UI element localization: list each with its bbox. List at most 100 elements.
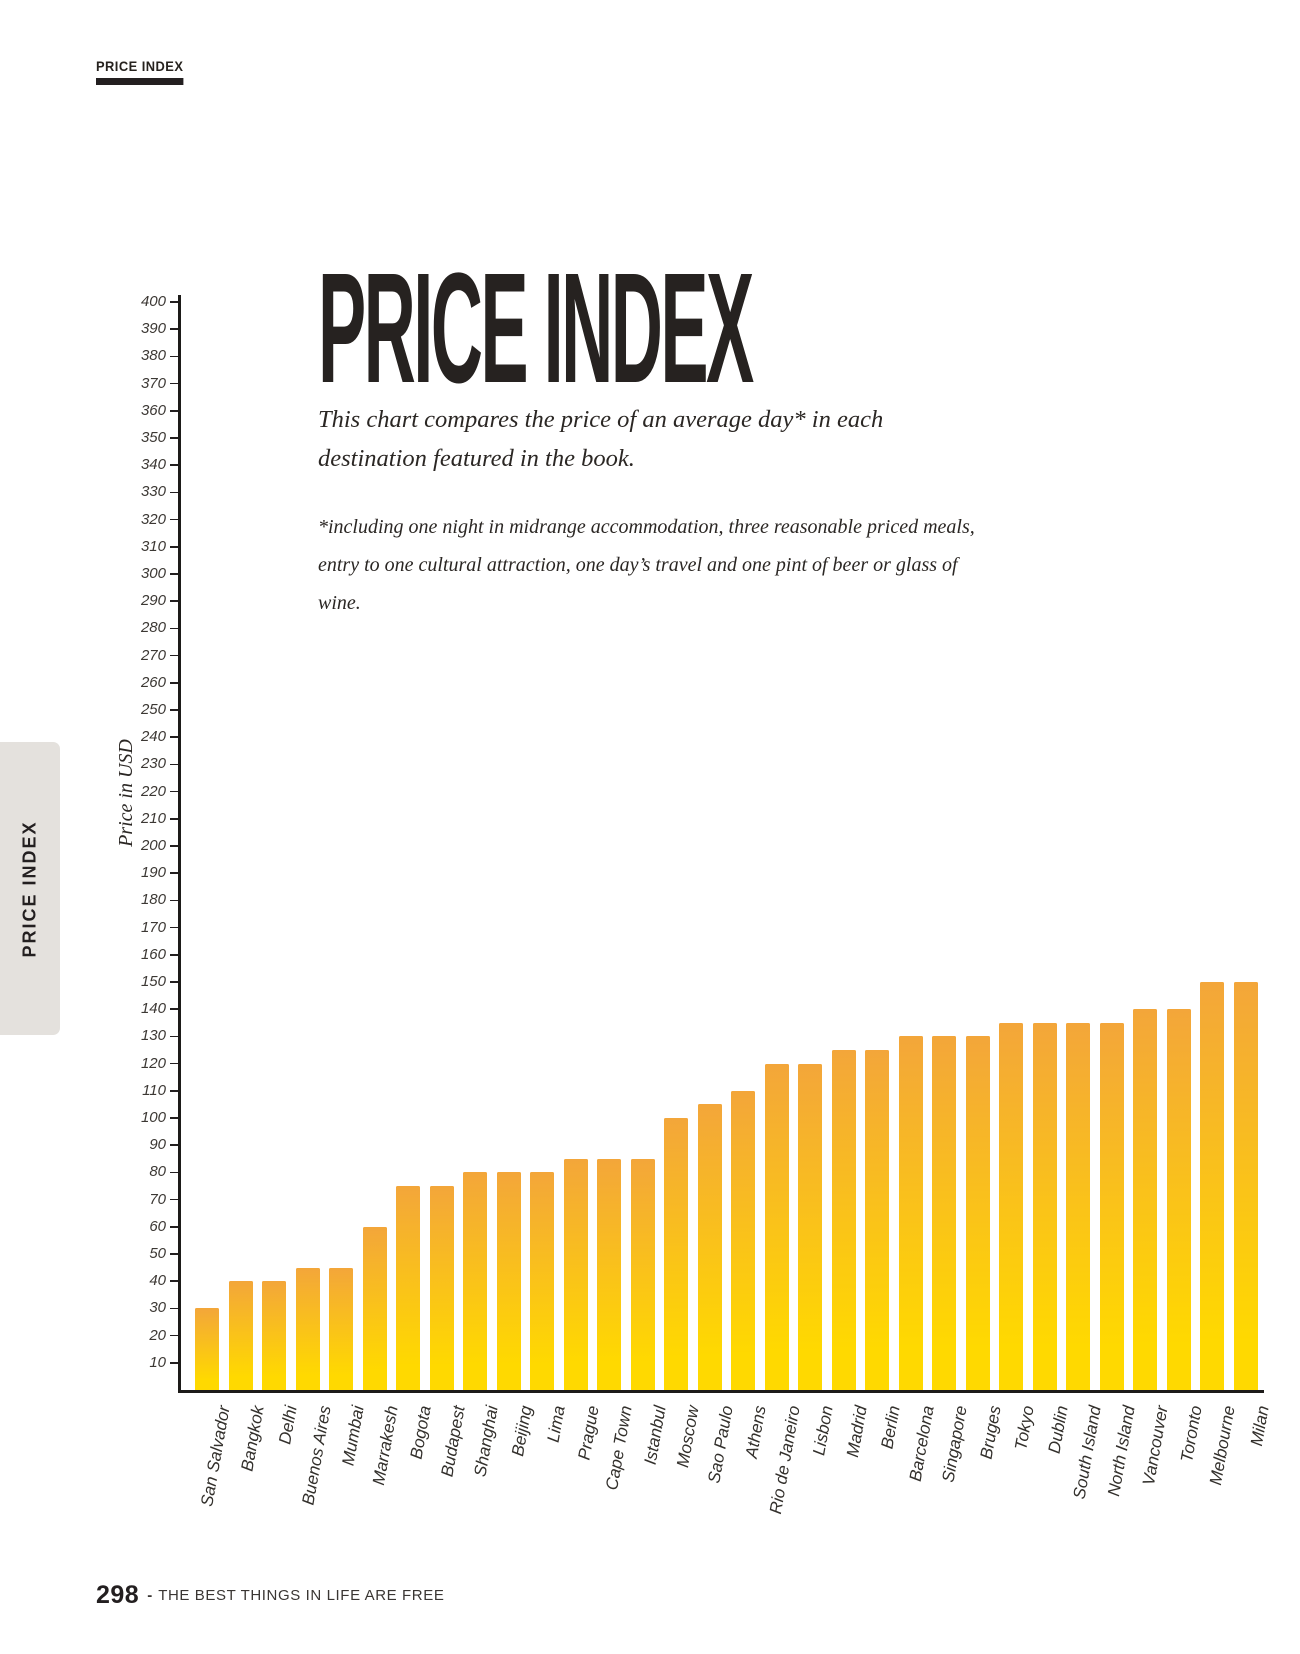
bar-beijing — [496, 1172, 521, 1390]
y-tick-label-60: 60 — [149, 1217, 166, 1235]
y-tick-label-70: 70 — [149, 1190, 166, 1208]
bar-shanghai — [463, 1172, 487, 1390]
y-tick-370 — [170, 382, 178, 385]
running-header-label: PRICE INDEX — [96, 58, 184, 74]
y-tick-100 — [170, 1117, 178, 1119]
page-number: 298 — [96, 1581, 140, 1609]
bar-north-island — [1099, 1022, 1124, 1390]
y-tick-label-190: 190 — [140, 864, 166, 882]
y-tick-340 — [170, 464, 178, 467]
y-tick-80 — [170, 1171, 178, 1174]
y-tick-label-180: 180 — [140, 891, 166, 909]
y-tick-label-10: 10 — [149, 1353, 166, 1371]
bar-moscow — [664, 1118, 688, 1390]
y-tick-50 — [170, 1253, 178, 1255]
y-tick-140 — [170, 1008, 178, 1011]
bar-marrakesh — [362, 1226, 387, 1390]
y-tick-360 — [170, 410, 178, 412]
y-tick-190 — [170, 872, 178, 875]
y-tick-label-40: 40 — [149, 1272, 166, 1290]
y-tick-label-50: 50 — [149, 1245, 166, 1262]
y-tick-label-330: 330 — [140, 483, 166, 501]
y-tick-label-250: 250 — [140, 701, 166, 718]
y-tick-280 — [170, 627, 178, 630]
y-tick-270 — [170, 654, 178, 657]
bar-bruges — [965, 1036, 990, 1390]
chart-subtitle: This chart compares the price of an aver… — [318, 406, 884, 472]
footer-separator: - — [147, 1587, 153, 1604]
bar-bangkok — [228, 1281, 253, 1390]
y-tick-120 — [170, 1062, 178, 1065]
y-tick-310 — [170, 546, 178, 548]
bar-dublin — [1032, 1022, 1057, 1390]
bar-lisbon — [798, 1063, 822, 1390]
y-tick-label-280: 280 — [140, 619, 166, 637]
y-tick-20 — [170, 1334, 178, 1337]
y-tick-330 — [170, 491, 178, 494]
y-tick-150 — [170, 981, 178, 983]
bar-athens — [731, 1090, 755, 1390]
page-footer: 298- THE BEST THINGS IN LIFE ARE FREE — [96, 1581, 444, 1610]
y-tick-200 — [170, 845, 178, 847]
y-tick-label-20: 20 — [149, 1326, 166, 1344]
y-tick-label-270: 270 — [140, 646, 166, 664]
y-tick-380 — [170, 355, 178, 358]
bar-istanbul — [630, 1158, 655, 1390]
bar-cape-town — [597, 1158, 621, 1390]
bar-berlin — [865, 1050, 889, 1390]
y-tick-label-310: 310 — [140, 537, 166, 555]
y-tick-label-140: 140 — [140, 1000, 166, 1018]
bar-singapore — [932, 1036, 956, 1390]
y-tick-label-400: 400 — [140, 293, 166, 310]
y-tick-label-100: 100 — [140, 1109, 166, 1126]
y-tick-90 — [170, 1144, 178, 1147]
y-tick-label-260: 260 — [140, 673, 166, 691]
y-tick-label-290: 290 — [140, 592, 166, 610]
bar-budapest — [429, 1186, 454, 1390]
y-tick-170 — [170, 926, 178, 929]
bar-tokyo — [999, 1022, 1023, 1390]
bar-madrid — [831, 1050, 856, 1390]
running-header: PRICE INDEX — [96, 58, 184, 85]
y-axis-line — [178, 295, 181, 1393]
bar-buenos-aires — [295, 1267, 320, 1390]
bar-sao-paulo — [697, 1104, 722, 1390]
x-axis-line — [178, 1390, 1264, 1393]
bar-milan — [1233, 982, 1258, 1390]
y-tick-label-380: 380 — [140, 347, 166, 365]
chart-title: PRICE INDEX — [318, 241, 754, 416]
y-tick-label-110: 110 — [142, 1081, 166, 1099]
y-tick-30 — [170, 1307, 178, 1310]
y-tick-label-360: 360 — [140, 401, 166, 419]
y-tick-230 — [170, 763, 178, 766]
y-tick-390 — [170, 328, 178, 331]
y-tick-label-90: 90 — [149, 1136, 166, 1154]
y-tick-label-240: 240 — [140, 728, 166, 746]
y-tick-label-160: 160 — [140, 945, 166, 963]
bar-bogota — [396, 1186, 420, 1390]
y-tick-70 — [170, 1198, 178, 1201]
bar-delhi — [262, 1281, 286, 1390]
y-tick-110 — [170, 1090, 178, 1092]
y-tick-label-120: 120 — [140, 1054, 166, 1072]
y-tick-130 — [170, 1035, 178, 1038]
y-tick-250 — [170, 709, 178, 711]
bar-toronto — [1166, 1009, 1191, 1390]
bar-san-salvador — [195, 1308, 219, 1390]
y-tick-160 — [170, 954, 178, 956]
y-tick-label-320: 320 — [140, 510, 166, 528]
y-tick-40 — [170, 1280, 178, 1283]
y-tick-label-230: 230 — [140, 755, 166, 773]
y-tick-220 — [170, 790, 178, 793]
bar-south-island — [1066, 1022, 1090, 1390]
y-tick-label-130: 130 — [140, 1027, 166, 1045]
y-tick-label-30: 30 — [149, 1299, 166, 1317]
chart-footnote: *including one night in midrange accommo… — [318, 516, 975, 614]
sidebar-tab: PRICE INDEX — [0, 742, 60, 1035]
y-tick-210 — [170, 818, 178, 820]
bar-barcelona — [898, 1036, 923, 1390]
y-tick-60 — [170, 1226, 178, 1228]
y-tick-300 — [170, 573, 178, 575]
